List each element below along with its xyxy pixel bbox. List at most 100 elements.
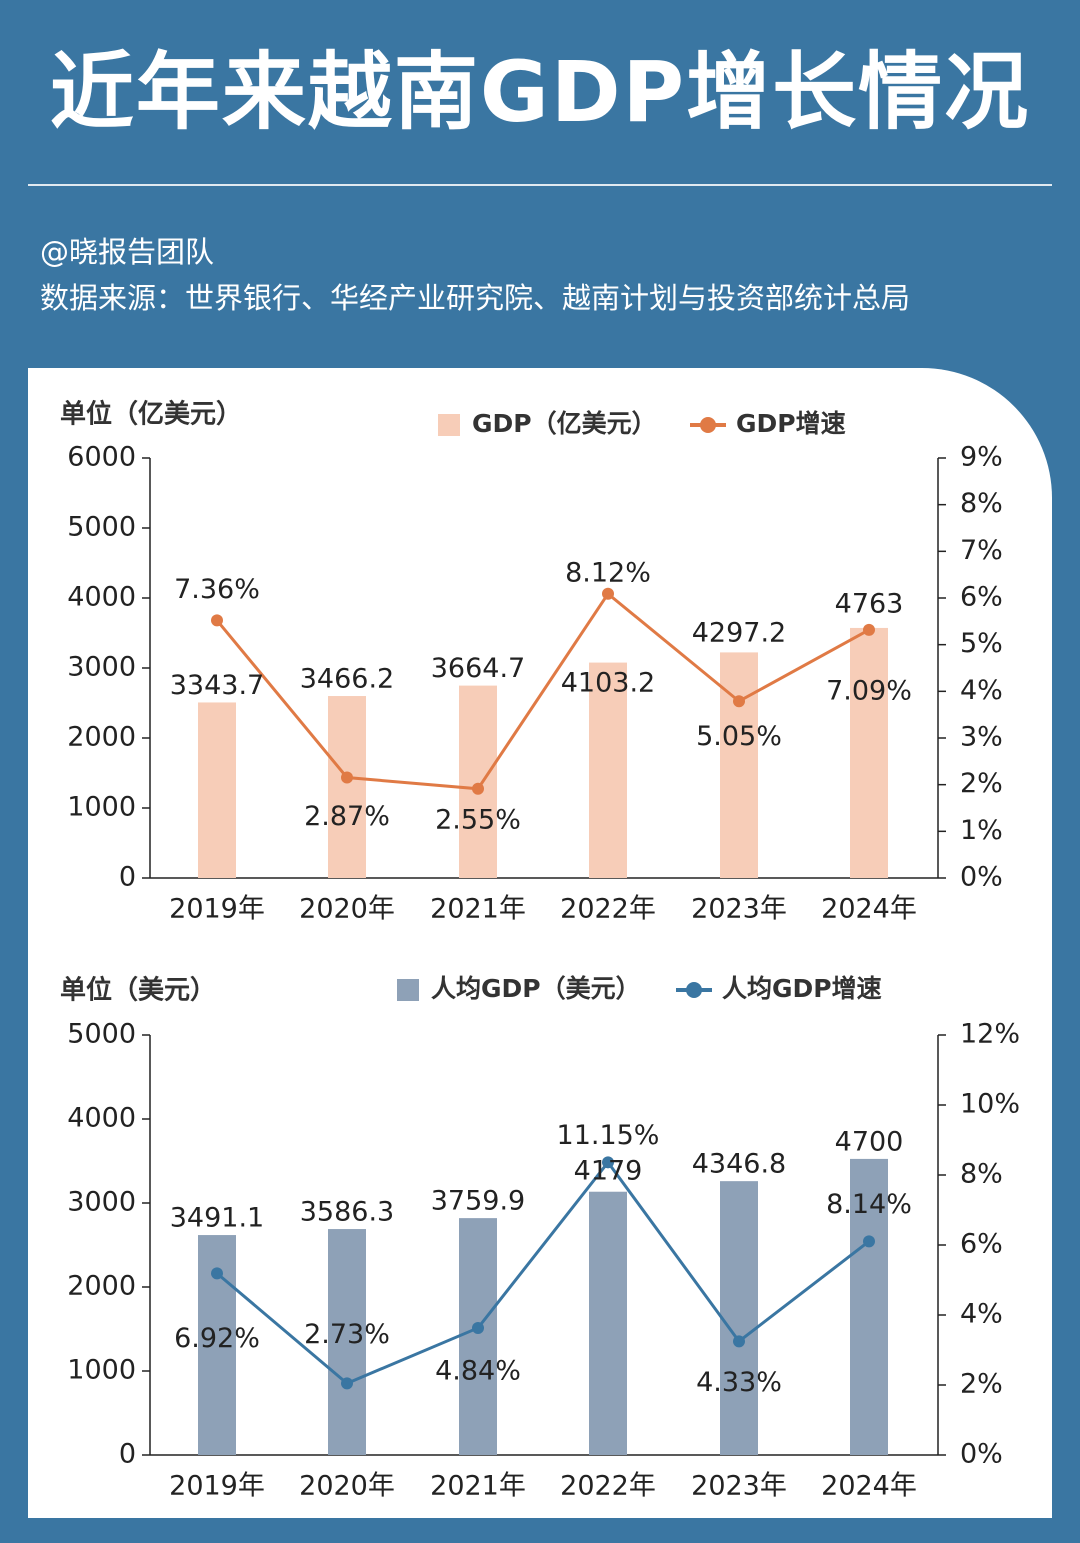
y-left-tick-label: 0 [119,1439,136,1470]
y-right-tick-label: 5% [960,628,1003,659]
bar [850,627,888,878]
y-right-tick-label: 3% [960,722,1003,753]
x-tick-label: 2022年 [560,894,656,925]
title-divider [28,184,1052,186]
bar-value-label: 3664.7 [431,653,525,684]
growth-value-label: 8.14% [826,1189,912,1220]
bar-value-label: 3759.9 [431,1186,525,1217]
bar-value-label: 4179 [574,1156,643,1187]
growth-value-label: 2.87% [304,801,390,832]
y-right-tick-label: 12% [960,1019,1020,1050]
bar [459,1218,497,1455]
y-right-tick-label: 7% [960,535,1003,566]
growth-value-label: 4.33% [696,1367,782,1398]
growth-point [863,623,875,636]
growth-value-label: 11.15% [557,1120,660,1151]
growth-value-label: 4.84% [435,1355,521,1386]
growth-point [211,614,223,627]
y-left-tick-label: 5000 [67,512,136,543]
x-tick-label: 2020年 [299,1471,395,1502]
y-right-tick-label: 2% [960,768,1003,799]
bar-value-label: 4103.2 [561,668,655,699]
y-right-tick-label: 4% [960,1299,1003,1330]
bar [589,662,627,878]
legend-line-label: GDP增速 [736,409,846,438]
growth-point [211,1267,223,1280]
y-right-tick-label: 0% [960,862,1003,893]
y-right-tick-label: 8% [960,1159,1003,1190]
x-tick-label: 2020年 [299,894,395,925]
bar [720,1181,758,1455]
legend-line-label: 人均GDP增速 [722,974,882,1003]
bar [328,1229,366,1455]
bar-value-label: 3466.2 [300,664,394,695]
legend-bar-label: 人均GDP（美元） [431,974,641,1003]
bar [850,1158,888,1455]
y-left-tick-label: 0 [119,862,136,893]
bar-value-label: 4346.8 [692,1149,786,1180]
legend-bar-swatch [438,414,460,436]
growth-point [341,771,353,784]
y-right-tick-label: 6% [960,1229,1003,1260]
y-left-tick-label: 1000 [67,1355,136,1386]
y-left-tick-label: 1000 [67,792,136,823]
bar-value-label: 4700 [835,1126,904,1157]
y-right-tick-label: 0% [960,1439,1003,1470]
growth-value-label: 8.12% [565,557,651,588]
growth-line [215,591,870,791]
y-right-tick-label: 6% [960,582,1003,613]
x-tick-label: 2021年 [430,894,526,925]
bar-value-label: 3491.1 [170,1203,264,1234]
bar [328,696,366,878]
bar [459,685,497,878]
y-right-tick-label: 1% [960,815,1003,846]
page-title: 近年来越南GDP增长情况 [49,43,1031,141]
legend-bar-label: GDP（亿美元） [472,409,657,438]
growth-value-label: 7.09% [826,675,912,706]
legend-line-marker [700,417,716,433]
y-left-tick-label: 2000 [67,1271,136,1302]
x-tick-label: 2024年 [821,1471,917,1502]
bar [198,702,236,878]
data-source: 数据来源：世界银行、华经产业研究院、越南计划与投资部统计总局 [40,281,911,315]
y-left-tick-label: 2000 [67,722,136,753]
growth-point [472,782,484,795]
growth-line [216,1159,870,1386]
y-left-tick-label: 3000 [67,1187,136,1218]
x-tick-label: 2023年 [691,894,787,925]
y-right-tick-label: 8% [960,488,1003,519]
y-right-tick-label: 10% [960,1089,1020,1120]
growth-point [602,587,614,600]
growth-point [341,1377,353,1390]
y-right-tick-label: 4% [960,675,1003,706]
y-left-tick-label: 6000 [67,442,136,473]
growth-value-label: 5.05% [696,721,782,752]
bar-value-label: 4763 [835,589,904,620]
bar-value-label: 3343.7 [170,670,264,701]
growth-value-label: 6.92% [174,1323,260,1354]
x-tick-label: 2022年 [560,1471,656,1502]
growth-point [733,1335,745,1348]
y-right-tick-label: 2% [960,1369,1003,1400]
growth-point [472,1321,484,1334]
x-tick-label: 2024年 [821,894,917,925]
growth-value-label: 2.55% [435,804,521,835]
legend-line-marker [686,982,702,998]
y-left-tick-label: 3000 [67,652,136,683]
x-tick-label: 2023年 [691,1471,787,1502]
y-left-tick-label: 4000 [67,1103,136,1134]
unit-label: 单位（美元） [60,975,216,1006]
bar [589,1191,627,1455]
byline: @晓报告团队 [40,235,215,269]
bar-value-label: 4297.2 [692,618,786,649]
bar-value-label: 3586.3 [300,1197,394,1228]
growth-point [733,695,745,708]
y-left-tick-label: 4000 [67,582,136,613]
x-tick-label: 2019年 [169,894,265,925]
x-tick-label: 2019年 [169,1471,265,1502]
unit-label: 单位（亿美元） [60,399,242,430]
y-right-tick-label: 9% [960,442,1003,473]
y-left-tick-label: 5000 [67,1019,136,1050]
